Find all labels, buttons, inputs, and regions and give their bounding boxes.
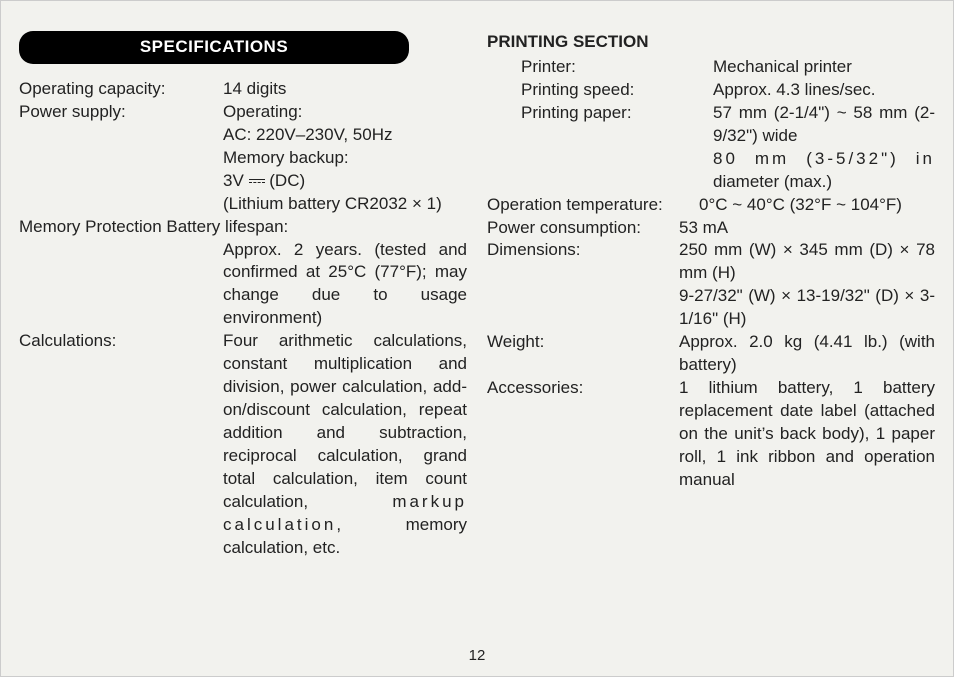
ppaper-l2a: 80 mm (3-5/32") in xyxy=(713,149,935,168)
value-operating-capacity: 14 digits xyxy=(223,78,467,101)
value-printing-speed: Approx. 4.3 lines/sec. xyxy=(713,79,935,102)
value-dimensions: 250 mm (W) × 345 mm (D) × 78 mm (H) 9-27… xyxy=(679,239,935,331)
page: SPECIFICATIONS Operating capacity: 14 di… xyxy=(0,0,954,677)
row-printing-paper: Printing paper: 57 mm (2-1/4") ~ 58 mm (… xyxy=(487,102,935,194)
label-accessories: Accessories: xyxy=(487,377,679,492)
dim-l1: 250 mm (W) × 345 mm (D) × 78 mm (H) xyxy=(679,240,935,282)
row-operation-temperature: Operation temperature: 0°C ~ 40°C (32°F … xyxy=(487,194,935,217)
dc-symbol-icon xyxy=(249,179,265,183)
ps-line2: AC: 220V–230V, 50Hz xyxy=(223,125,393,144)
label-power-consumption: Power consumption: xyxy=(487,217,679,240)
ppaper-l1: 57 mm (2-1/4") ~ 58 mm (2-9/32") wide xyxy=(713,103,935,145)
row-weight: Weight: Approx. 2.0 kg (4.41 lb.) (with … xyxy=(487,331,935,377)
section-heading-pill: SPECIFICATIONS xyxy=(19,31,409,64)
label-weight: Weight: xyxy=(487,331,679,377)
ps-line1: Operating: xyxy=(223,102,302,121)
ps-line5: (Lithium battery CR2032 × 1) xyxy=(223,194,442,213)
row-printer: Printer: Mechanical printer xyxy=(487,56,935,79)
label-operating-capacity: Operating capacity: xyxy=(19,78,223,101)
value-calculations: Four arithmetic calcula­tions, constant … xyxy=(223,330,467,559)
value-printing-paper: 57 mm (2-1/4") ~ 58 mm (2-9/32") wide 80… xyxy=(713,102,935,194)
left-column: SPECIFICATIONS Operating capacity: 14 di… xyxy=(19,31,467,627)
ps-line4b: (DC) xyxy=(265,171,306,190)
label-dimensions: Dimensions: xyxy=(487,239,679,331)
dim-l2: 9-27/32" (W) × 13-19/32" (D) × 3-1/16" (… xyxy=(679,286,935,328)
label-printing-paper: Printing paper: xyxy=(487,102,713,194)
right-column: PRINTING SECTION Printer: Mechanical pri… xyxy=(487,31,935,627)
columns: SPECIFICATIONS Operating capacity: 14 di… xyxy=(19,31,935,627)
page-number: 12 xyxy=(1,647,953,664)
row-power-supply: Power supply: Operating: AC: 220V–230V, … xyxy=(19,101,467,216)
value-power-consumption: 53 mA xyxy=(679,217,935,240)
row-operating-capacity: Operating capacity: 14 digits xyxy=(19,78,467,101)
label-operation-temperature: Operation temperature: xyxy=(487,194,699,217)
value-weight: Approx. 2.0 kg (4.41 lb.) (with battery) xyxy=(679,331,935,377)
label-printer: Printer: xyxy=(487,56,713,79)
label-power-supply: Power supply: xyxy=(19,101,223,216)
row-calculations: Calculations: Four arithmetic calcula­ti… xyxy=(19,330,467,559)
value-memory-lifespan: Approx. 2 years. (tested and confirmed a… xyxy=(223,239,467,331)
row-accessories: Accessories: 1 lithium battery, 1 batter… xyxy=(487,377,935,492)
value-operation-temperature: 0°C ~ 40°C (32°F ~ 104°F) xyxy=(699,194,935,217)
label-memory-lifespan: Memory Protection Battery lifespan: xyxy=(19,216,467,239)
calc-text-a: Four arithmetic calcula­tions, constant … xyxy=(223,331,467,511)
ps-line3: Memory backup: xyxy=(223,148,349,167)
label-calculations: Calculations: xyxy=(19,330,223,559)
value-printer: Mechanical printer xyxy=(713,56,935,79)
value-power-supply: Operating: AC: 220V–230V, 50Hz Memory ba… xyxy=(223,101,467,216)
value-accessories: 1 lithium battery, 1 battery replacement… xyxy=(679,377,935,492)
ps-line4a: 3V xyxy=(223,171,249,190)
row-dimensions: Dimensions: 250 mm (W) × 345 mm (D) × 78… xyxy=(487,239,935,331)
row-printing-speed: Printing speed: Approx. 4.3 lines/sec. xyxy=(487,79,935,102)
ppaper-l2b: diameter (max.) xyxy=(713,172,832,191)
row-power-consumption: Power consumption: 53 mA xyxy=(487,217,935,240)
printing-section-heading: PRINTING SECTION xyxy=(487,31,935,54)
label-printing-speed: Printing speed: xyxy=(487,79,713,102)
